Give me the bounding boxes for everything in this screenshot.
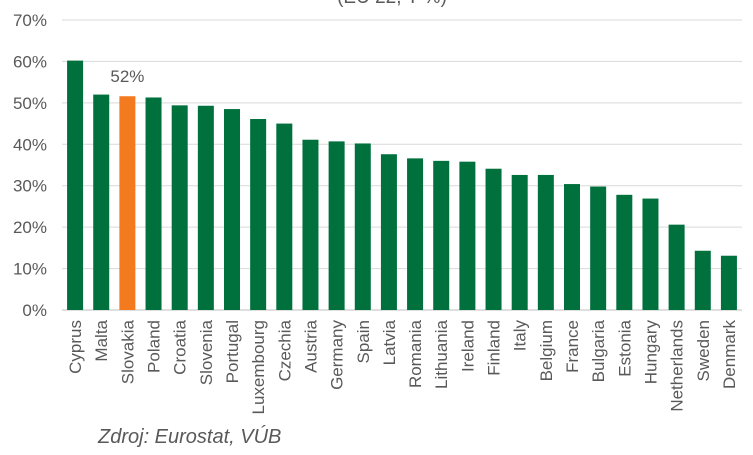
y-tick-label: 40% <box>13 135 47 154</box>
bar-slovenia <box>197 105 214 310</box>
bar-latvia <box>380 154 397 310</box>
y-tick-label: 0% <box>22 301 47 320</box>
x-tick-label: Romania <box>406 319 425 388</box>
bar-italy <box>511 174 528 310</box>
bar-france <box>564 184 580 310</box>
y-axis-tick-labels: 0% 10% 20% 30% 40% 50% 60% 70% <box>13 11 47 320</box>
x-tick-label: Portugal <box>223 320 242 383</box>
x-tick-label: Malta <box>92 319 111 361</box>
x-tick-label: Denmark <box>720 320 739 389</box>
bar-slovakia <box>119 96 136 310</box>
data-label: 52% <box>110 67 144 86</box>
bar-portugal <box>224 109 240 310</box>
x-tick-label: Belgium <box>537 320 556 381</box>
bar-denmark <box>720 255 737 310</box>
source-note: Zdroj: Eurostat, VÚB <box>98 426 282 448</box>
bar-bulgaria <box>590 186 607 310</box>
y-tick-label: 50% <box>13 94 47 113</box>
x-axis-tick-labels: Cyprus Malta Slovakia Poland Croatia Slovenia… <box>66 319 739 414</box>
x-tick-label: Slovenia <box>197 319 216 385</box>
x-tick-label: Austria <box>301 319 320 372</box>
x-tick-label: Luxembourg <box>249 320 268 415</box>
x-tick-label: Slovakia <box>118 319 137 384</box>
x-tick-label: Spain <box>354 320 373 363</box>
bars <box>67 60 737 310</box>
x-tick-label: Latvia <box>380 319 399 365</box>
x-tick-label: Sweden <box>694 320 713 381</box>
bar-romania <box>407 158 424 310</box>
x-tick-label: Hungary <box>641 320 660 385</box>
bar-belgium <box>537 174 554 310</box>
bar-germany <box>328 141 345 310</box>
x-tick-label: Czechia <box>275 319 294 381</box>
gridlines <box>62 19 742 311</box>
x-tick-label: Germany <box>328 320 347 390</box>
x-tick-label: Cyprus <box>66 320 85 374</box>
x-tick-label: France <box>563 320 582 373</box>
bar-malta <box>93 94 110 310</box>
x-tick-label: Ireland <box>458 320 477 372</box>
bar-finland <box>485 168 502 310</box>
bar-luxembourg <box>250 119 267 310</box>
bar-cyprus <box>67 60 84 310</box>
data-labels: 52% <box>110 67 144 86</box>
x-tick-label: Italy <box>511 320 530 352</box>
bar-netherlands <box>668 224 685 310</box>
x-tick-label: Lithuania <box>432 319 451 389</box>
y-tick-label: 70% <box>13 11 47 30</box>
bar-sweden <box>694 250 711 310</box>
bar-lithuania <box>433 160 450 310</box>
bar-czechia <box>276 123 293 310</box>
chart-title: (EU 22, Y-%) <box>337 0 447 8</box>
y-tick-label: 20% <box>13 218 47 237</box>
y-tick-label: 10% <box>13 260 47 279</box>
y-tick-label: 30% <box>13 177 47 196</box>
bar-croatia <box>171 105 188 310</box>
x-tick-label: Finland <box>485 320 504 376</box>
y-tick-label: 60% <box>13 52 47 71</box>
x-tick-label: Poland <box>145 320 164 373</box>
bar-spain <box>354 143 371 310</box>
bar-ireland <box>459 161 476 310</box>
bar-estonia <box>616 194 633 310</box>
x-tick-label: Croatia <box>171 319 190 374</box>
x-tick-label: Netherlands <box>668 320 687 412</box>
bar-austria <box>302 139 319 310</box>
bar-hungary <box>642 198 659 310</box>
x-tick-label: Bulgaria <box>589 319 608 382</box>
x-tick-label: Estonia <box>615 319 634 376</box>
bar-poland <box>145 97 162 310</box>
